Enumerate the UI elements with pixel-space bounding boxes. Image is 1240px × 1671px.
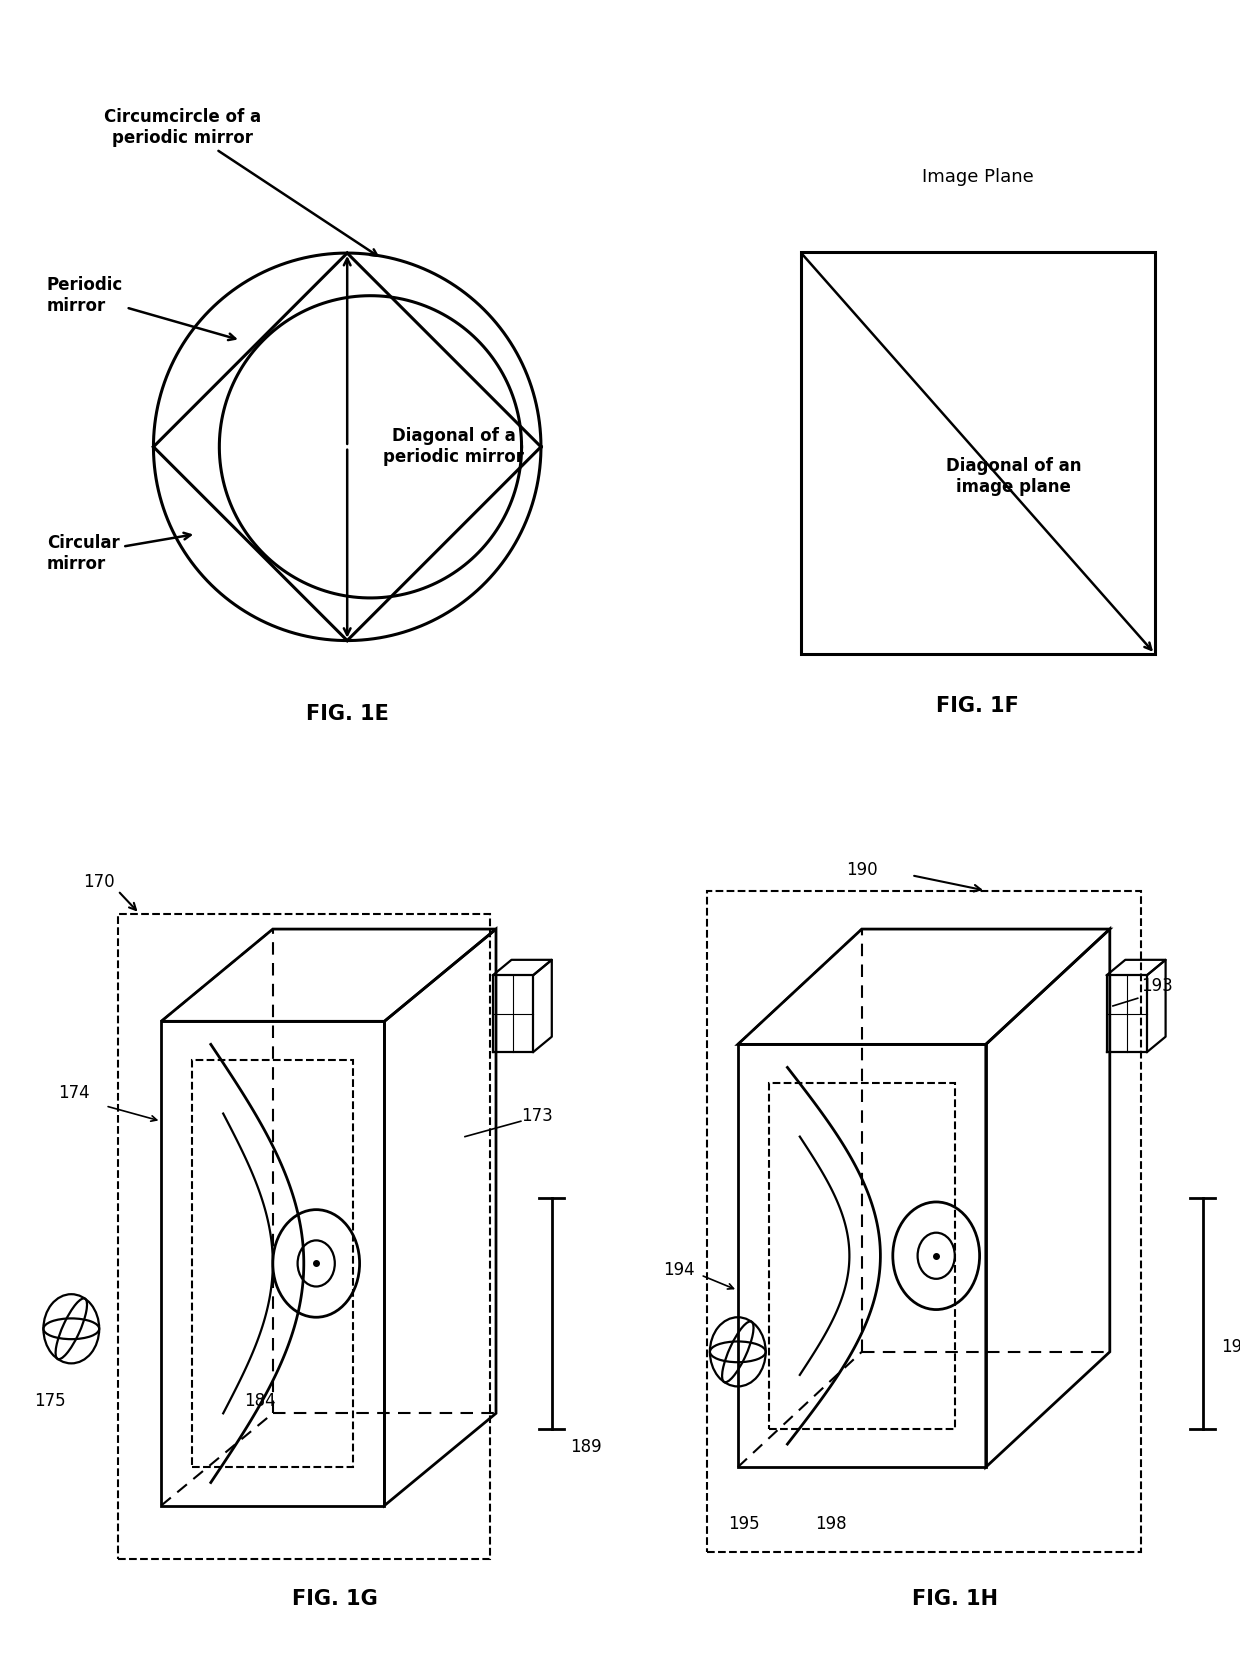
Text: FIG. 1F: FIG. 1F xyxy=(936,695,1019,715)
Text: FIG. 1H: FIG. 1H xyxy=(911,1589,998,1609)
Text: Image Plane: Image Plane xyxy=(923,167,1034,185)
Text: 193: 193 xyxy=(1141,976,1173,994)
Text: 195: 195 xyxy=(728,1514,760,1532)
Text: 173: 173 xyxy=(521,1108,553,1125)
Text: 170: 170 xyxy=(83,872,115,891)
Text: 198: 198 xyxy=(815,1514,847,1532)
Text: Circumcircle of a
periodic mirror: Circumcircle of a periodic mirror xyxy=(104,107,377,256)
Text: Diagonal of a
periodic mirror: Diagonal of a periodic mirror xyxy=(383,428,525,466)
Text: 199: 199 xyxy=(1221,1338,1240,1355)
Text: FIG. 1G: FIG. 1G xyxy=(291,1589,378,1609)
Text: Periodic
mirror: Periodic mirror xyxy=(47,276,236,341)
Text: FIG. 1E: FIG. 1E xyxy=(306,703,388,724)
Text: Diagonal of an
image plane: Diagonal of an image plane xyxy=(946,458,1081,496)
Text: 184: 184 xyxy=(244,1392,277,1410)
Text: 189: 189 xyxy=(570,1437,603,1455)
Text: 190: 190 xyxy=(846,861,878,879)
Text: 174: 174 xyxy=(58,1084,91,1103)
Text: 194: 194 xyxy=(663,1262,696,1278)
Text: 175: 175 xyxy=(33,1392,66,1410)
Text: Circular
mirror: Circular mirror xyxy=(47,533,191,573)
